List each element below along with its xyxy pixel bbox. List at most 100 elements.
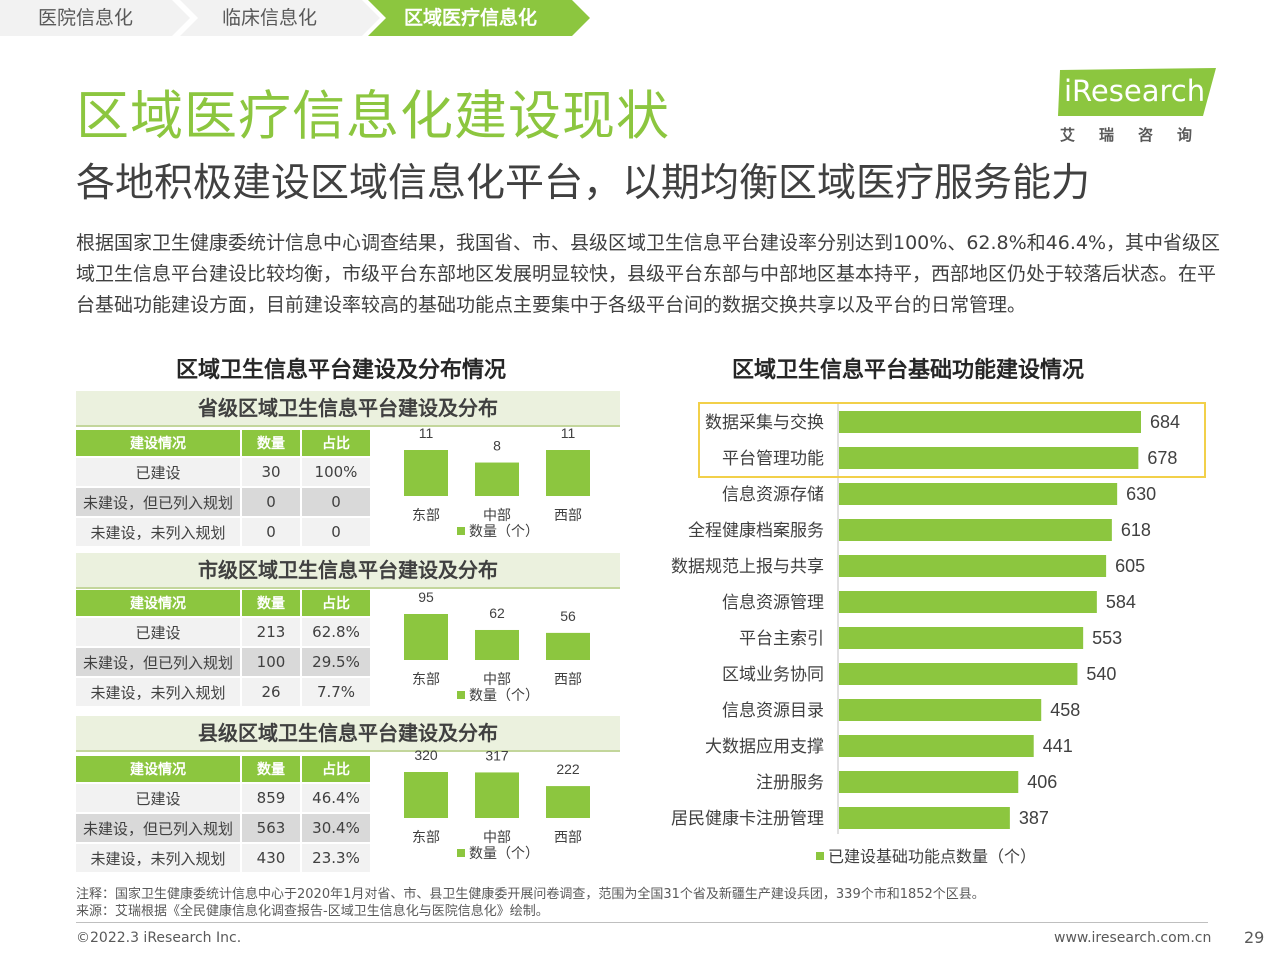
table-cell: 未建设，未列入规划 [76,678,242,706]
copyright: ©2022.3 iResearch Inc. [76,930,242,946]
mini-category-label: 西部 [554,508,582,524]
table-row: 已建设 30 100% [76,458,372,486]
left-section-title: 区域卫生信息平台建设及分布情况 [176,358,507,383]
mini-bar [404,614,448,660]
hbar-value: 441 [1043,736,1073,756]
table-row: 未建设，未列入规划 26 7.7% [76,678,372,706]
table-header: 建设情况 [76,590,242,616]
hbar [839,627,1084,649]
table-row: 未建设，但已列入规划 0 0 [76,488,372,516]
hbar-category-label: 平台主索引 [739,629,824,649]
hbar-category-label: 数据规范上报与共享 [671,557,824,577]
table-municipal: 建设情况 数量 占比 已建设 213 62.8% 未建设，但已列入规划 100 … [76,588,372,708]
table-header-row: 建设情况 数量 占比 [76,756,372,782]
table-cell: 30 [242,458,302,486]
table-row: 未建设，但已列入规划 100 29.5% [76,648,372,676]
mini-bar [546,786,590,818]
intro-paragraph: 根据国家卫生健康委统计信息中心调查结果，我国省、市、县级区域卫生信息平台建设率分… [76,232,1221,316]
mini-bar-value: 95 [418,590,434,605]
legend-label: 数量（个） [469,688,539,704]
table-cell: 26 [242,678,302,706]
table-cell: 29.5% [302,648,372,676]
legend-swatch [816,852,824,860]
panel-title-provincial: 省级区域卫生信息平台建设及分布 [76,391,620,427]
table-cell: 已建设 [76,618,242,646]
hbar-category-label: 大数据应用支撑 [705,737,824,757]
footnote-note: 注释：国家卫生健康委统计信息中心于2020年1月对省、市、县卫生健康委开展问卷调… [76,887,985,902]
mini-bar [404,772,448,818]
table-cell: 未建设，但已列入规划 [76,814,242,842]
table-cell: 未建设，未列入规划 [76,518,242,546]
breadcrumb-tab-regional[interactable]: 区域医疗信息化 [368,0,590,36]
hbar [839,591,1097,613]
table-row: 未建设，但已列入规划 563 30.4% [76,814,372,842]
legend-label: 已建设基础功能点数量（个） [828,847,1036,866]
iresearch-logo: iResearch 艾瑞咨询 [1058,68,1218,148]
table-cell: 100 [242,648,302,676]
hbar-value: 458 [1050,700,1080,720]
table-cell: 213 [242,618,302,646]
logo-cn-text: 艾瑞咨询 [1060,126,1217,144]
logo-brand-text: iResearch [1064,74,1206,108]
mini-category-label: 中部 [483,508,511,524]
legend-swatch [457,691,465,699]
breadcrumb-tab-hospital[interactable]: 医院信息化 [0,0,190,36]
highlight-frame [698,402,1206,478]
table-row: 未建设，未列入规划 0 0 [76,518,372,546]
table-cell: 已建设 [76,458,242,486]
mini-bar-value: 62 [489,605,505,621]
mini-category-label: 东部 [412,508,440,524]
table-cell: 563 [242,814,302,842]
table-header: 建设情况 [76,756,242,782]
hbar-category-label: 信息资源存储 [722,485,824,505]
hbar-value: 540 [1086,664,1116,684]
mini-bar-value: 56 [560,608,576,624]
hbar-svg: 684 数据采集与交换 678 平台管理功能 630 信息资源存储 618 全程健康档案服务 6… [671,402,1180,866]
hbar-value: 406 [1027,772,1057,792]
table-cell: 已建设 [76,784,242,812]
table-cell: 0 [302,518,372,546]
table-cell: 未建设，未列入规划 [76,844,242,872]
table-header: 占比 [302,756,372,782]
table-header: 建设情况 [76,430,242,456]
table-cell: 0 [242,488,302,516]
page-number: 29 [1244,928,1265,947]
panel-title-county: 县级区域卫生信息平台建设及分布 [76,716,620,752]
hbar-value: 684 [1150,412,1180,432]
hbar [839,663,1078,685]
mini-category-label: 东部 [412,830,440,846]
hbar-value: 605 [1115,556,1145,576]
table-row: 已建设 213 62.8% [76,618,372,646]
table-cell: 859 [242,784,302,812]
breadcrumb: 医院信息化 临床信息化 区域医疗信息化 [0,0,620,36]
table-header: 占比 [302,590,372,616]
hbar [839,735,1034,757]
hbar-category-label: 数据采集与交换 [705,413,824,433]
mini-bar-chart-provincial: 11 东部 8 中部 11 西部 数量（个） [385,426,615,566]
mini-category-label: 东部 [412,672,440,688]
mini-category-label: 中部 [483,672,511,688]
legend-label: 数量（个） [469,524,539,540]
mini-bar-value: 317 [485,748,509,763]
hbar-value: 387 [1019,808,1049,828]
website-link[interactable]: www.iresearch.com.cn [1054,930,1212,946]
mini-bar [546,632,590,660]
footnote-source: 来源：艾瑞根据《全民健康信息化调查报告-区域卫生信息化与医院信息化》绘制。 [76,904,549,919]
table-cell: 0 [242,518,302,546]
mini-bar-value: 222 [556,761,580,777]
hbar-value: 630 [1126,484,1156,504]
table-cell: 100% [302,458,372,486]
mini-bar [475,629,519,660]
page-title: 区域医疗信息化建设现状 [76,86,670,147]
hbar-category-label: 信息资源管理 [722,593,824,613]
table-cell: 30.4% [302,814,372,842]
table-provincial: 建设情况 数量 占比 已建设 30 100% 未建设，但已列入规划 0 0 未建… [76,428,372,548]
mini-bar [475,462,519,496]
hbar-value: 618 [1121,520,1151,540]
hbar-category-label: 注册服务 [756,773,824,793]
breadcrumb-tab-clinical[interactable]: 临床信息化 [180,0,380,36]
table-cell: 7.7% [302,678,372,706]
logo-box [1058,68,1216,116]
mini-category-label: 中部 [483,830,511,846]
